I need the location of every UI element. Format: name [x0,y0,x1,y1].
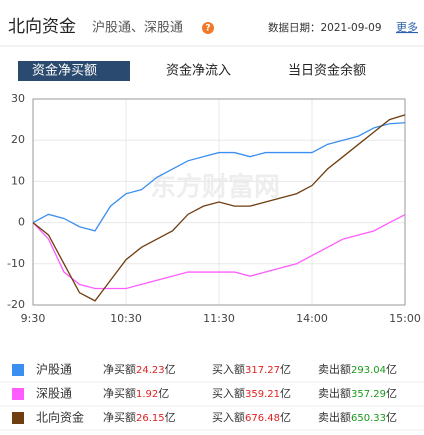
x-tick-label: 14:00 [296,312,328,325]
y-tick-label: 20 [11,133,25,146]
tab[interactable]: 资金净买额 [32,63,97,79]
watermark: 东方财富网 [150,172,280,203]
cell-part: 净买额 [103,362,136,376]
series-line [32,214,406,290]
cell-part: 买入额 [212,363,245,376]
cell-part: 亿 [386,387,397,400]
cell-part: 1.92 [136,389,158,400]
y-tick-label: 0 [18,216,25,229]
summary-cell: 净买额26.15亿 [103,410,176,424]
cell-part: 293.04 [351,365,386,376]
summary-cell: 净买额24.23亿 [103,362,176,376]
date-label: 数据日期：2021-09-09 [268,21,382,34]
summary-cell: 净买额1.92亿 [103,386,169,400]
cell-part: 26.15 [136,413,165,424]
legend-swatch [12,412,24,424]
x-tick-label: 11:30 [203,312,235,325]
legend-swatch [12,388,24,400]
cell-part: 676.48 [245,413,280,424]
series-line [32,122,406,232]
legend-label[interactable]: 沪股通 [36,363,72,377]
cell-part: 357.29 [351,389,386,400]
legend-label[interactable]: 深股通 [36,387,72,401]
legend-label[interactable]: 北向资金 [36,410,84,425]
cell-part: 亿 [165,363,176,376]
y-tick-label: 30 [11,92,25,105]
tab-active-bg [18,61,130,81]
x-tick-label: 10:30 [110,312,142,325]
title: 北向资金 [8,17,76,37]
cell-part: 24.23 [136,365,165,376]
y-tick-label: -20 [7,298,25,311]
summary-cell: 卖出额357.29亿 [318,386,397,400]
plot-border [32,98,406,306]
help-icon-glyph: ? [205,24,210,34]
cell-part: 买入额 [212,387,245,400]
x-tick-label: 15:00 [389,312,421,325]
y-tick-label: 10 [11,174,25,187]
summary-cell: 买入额359.21亿 [212,387,291,400]
y-tick-label: -10 [7,257,25,270]
series-line [32,114,406,302]
help-icon[interactable] [202,22,214,34]
more-link[interactable]: 更多 [396,20,418,34]
legend-swatch [12,364,24,376]
x-tick-label: 9:30 [21,312,46,325]
cell-part: 卖出额 [318,410,351,424]
cell-part: 359.21 [245,389,280,400]
summary-cell: 卖出额650.33亿 [318,410,397,424]
cell-part: 亿 [280,411,291,424]
summary-cell: 买入额676.48亿 [212,411,291,424]
cell-part: 买入额 [212,411,245,424]
cell-part: 净买额 [103,386,136,400]
cell-part: 卖出额 [318,362,351,376]
cell-part: 亿 [165,411,176,424]
cell-part: 317.27 [245,365,280,376]
tab[interactable]: 当日资金余额 [288,63,366,79]
summary-cell: 卖出额293.04亿 [318,362,397,376]
cell-part: 亿 [386,411,397,424]
summary-cell: 买入额317.27亿 [212,363,291,376]
cell-part: 亿 [280,387,291,400]
cell-part: 卖出额 [318,386,351,400]
cell-part: 650.33 [351,413,386,424]
cell-part: 亿 [280,363,291,376]
tab[interactable]: 资金净流入 [166,63,231,79]
cell-part: 净买额 [103,410,136,424]
cell-part: 亿 [386,363,397,376]
subtitle: 沪股通、深股通 [92,20,183,36]
cell-part: 亿 [158,387,169,400]
